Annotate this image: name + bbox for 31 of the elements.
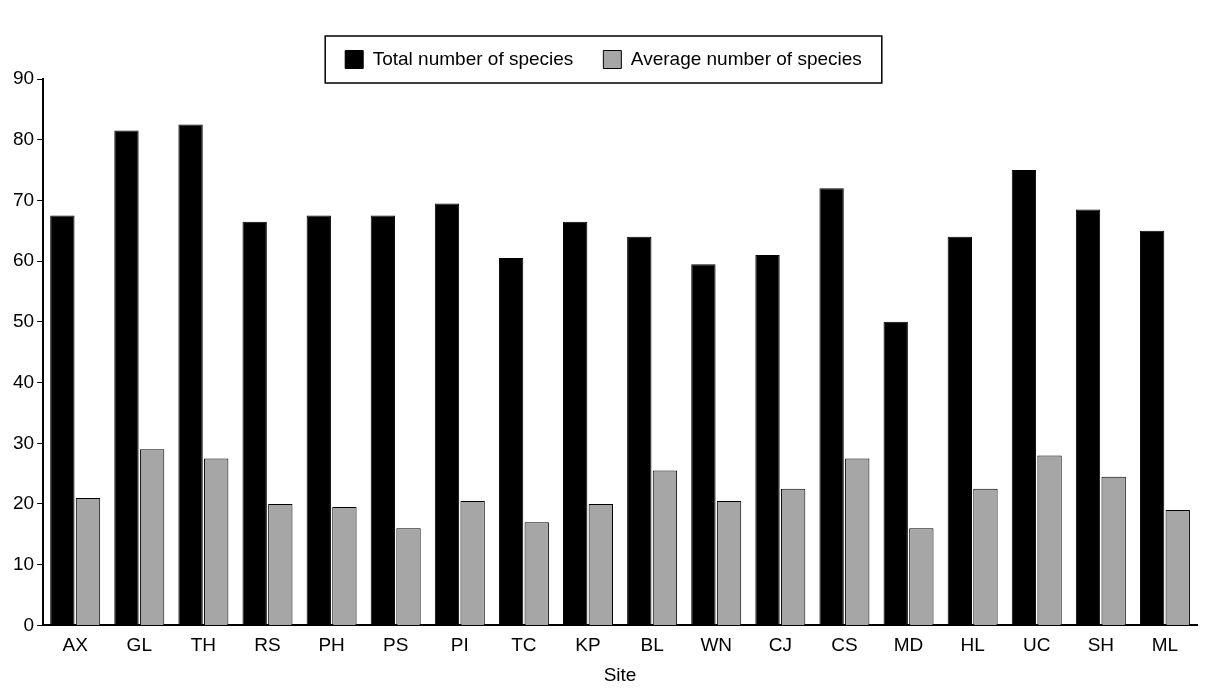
y-tick-label: 80	[12, 127, 35, 149]
x-tick-label: ML	[1151, 634, 1179, 656]
x-tick-label: CJ	[768, 634, 792, 656]
y-tick-label: 70	[12, 188, 35, 210]
x-tick-label: HL	[960, 634, 985, 656]
y-tick-label: 10	[12, 552, 35, 574]
x-tick-label: KP	[575, 634, 601, 656]
x-tick-label: PH	[318, 634, 345, 656]
x-tick-label: UC	[1023, 634, 1051, 656]
legend-label: Average number of species	[630, 47, 862, 69]
y-tick-label: 0	[23, 613, 35, 635]
x-axis-title: Site	[603, 663, 637, 685]
x-tick-label: CS	[831, 634, 858, 656]
y-tick-label: 90	[12, 67, 35, 89]
y-tick-label: 60	[12, 249, 35, 271]
x-tick-label: BL	[640, 634, 664, 656]
y-tick-label: 50	[12, 310, 35, 332]
x-tick-label: AX	[62, 634, 89, 656]
x-tick-label: PS	[383, 634, 409, 656]
legend-label: Total number of species	[372, 47, 574, 69]
y-tick-label: 30	[12, 431, 35, 453]
x-tick-label: TH	[190, 634, 217, 656]
x-tick-label: SH	[1087, 634, 1115, 656]
x-tick-label: PI	[450, 634, 469, 656]
x-tick-label: GL	[126, 634, 152, 656]
x-tick-label: MD	[893, 634, 924, 656]
x-tick-label: TC	[511, 634, 537, 656]
y-tick-label: 40	[12, 370, 35, 392]
y-tick-label: 20	[12, 492, 35, 514]
x-tick-label: RS	[254, 634, 281, 656]
x-tick-label: WN	[700, 634, 733, 656]
